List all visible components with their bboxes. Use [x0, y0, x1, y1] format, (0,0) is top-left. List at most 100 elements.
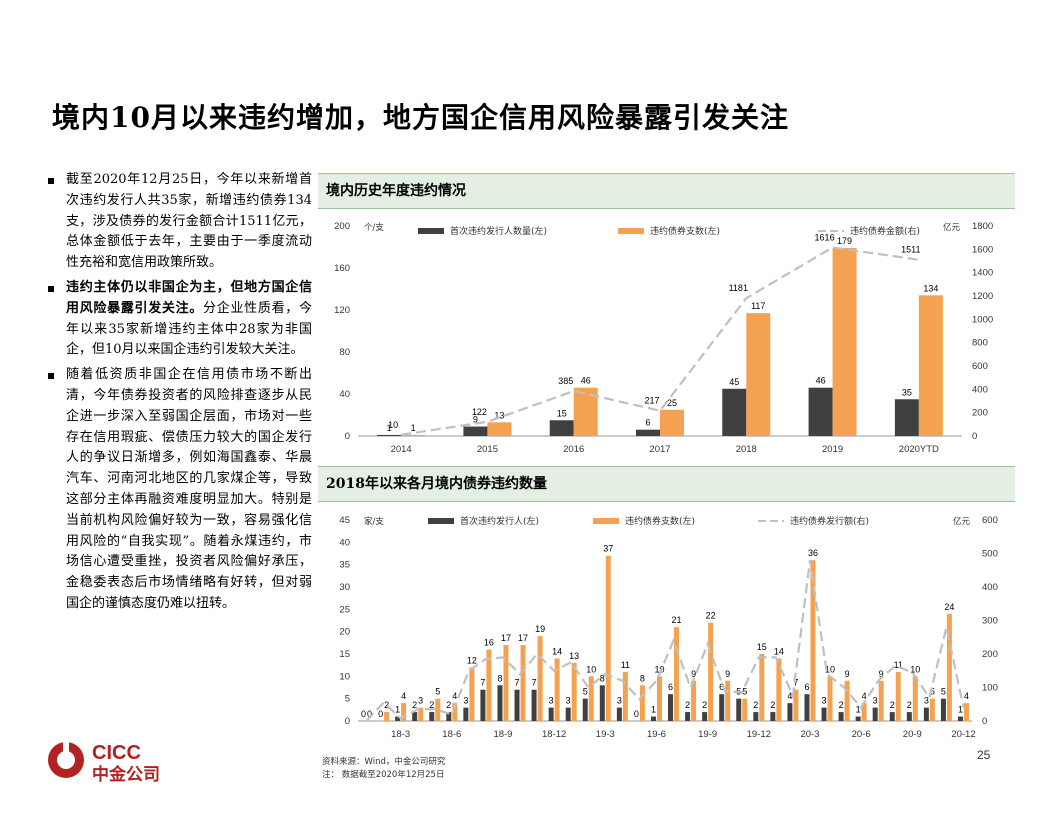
right-axis-tick-label: 1200 [972, 291, 993, 302]
right-axis-tick-label: 300 [982, 616, 998, 627]
left-axis-tick-label: 35 [339, 560, 350, 571]
data-label: 9 [725, 669, 730, 679]
data-label: 10 [910, 664, 920, 674]
data-label: 5 [583, 687, 588, 697]
data-label: 14 [774, 646, 784, 656]
bar [957, 716, 963, 721]
data-label: 15 [757, 642, 767, 652]
data-label: 3 [418, 696, 423, 706]
right-axis-tick-label: 600 [972, 361, 988, 372]
source-note: 资料来源：Wind，中金公司研究 [322, 757, 446, 767]
bar [435, 698, 441, 721]
data-label: 6 [719, 682, 724, 692]
left-axis-tick-label: 200 [334, 221, 350, 232]
monthly-chart-title: 2018年以来各月境内债券违约数量 [318, 466, 1015, 502]
left-axis-tick-label: 80 [339, 347, 350, 358]
right-axis-tick-label: 0 [982, 716, 987, 727]
bar [804, 694, 810, 721]
bar [565, 707, 571, 721]
bar [480, 689, 486, 721]
x-tick-label: 18-3 [391, 729, 410, 740]
legend-swatch [593, 518, 619, 524]
right-axis-tick-label: 1600 [972, 244, 993, 255]
bar [827, 676, 833, 721]
data-label: 13 [569, 651, 579, 661]
bar [838, 712, 844, 721]
bar [497, 685, 503, 721]
data-label: 3 [924, 696, 929, 706]
data-label: 45 [729, 377, 739, 387]
data-label: 16 [484, 638, 494, 648]
annual-chart-title: 境内历史年度违约情况 [318, 173, 1015, 209]
bar [946, 613, 952, 721]
x-tick-label: 18-12 [542, 729, 566, 740]
x-tick-label: 20-6 [852, 729, 871, 740]
bar [429, 712, 435, 721]
data-label: 2 [384, 700, 389, 710]
bar [861, 703, 867, 721]
footnotes: 资料来源：Wind，中金公司研究 注： 数据截至2020年12月25日 [322, 756, 445, 782]
left-axis-tick-label: 25 [339, 604, 350, 615]
left-axis-tick-label: 0 [345, 716, 350, 727]
line-series [365, 560, 965, 722]
data-label: 3 [873, 696, 878, 706]
right-axis-tick-label: 600 [982, 515, 998, 526]
bar [571, 662, 577, 721]
bar [912, 676, 918, 721]
data-label: 2 [839, 700, 844, 710]
data-label: 46 [581, 376, 591, 386]
bar [486, 649, 492, 721]
bar [894, 399, 919, 436]
data-label: 1 [856, 705, 861, 715]
data-label: 1 [651, 705, 656, 715]
x-tick-label: 19-12 [747, 729, 771, 740]
data-label: 1 [387, 423, 392, 433]
bar [889, 712, 895, 721]
data-label: 0 [378, 709, 383, 719]
bar [588, 676, 594, 721]
x-tick-label: 2019 [822, 444, 843, 455]
bar [446, 712, 452, 721]
x-tick-label: 2017 [649, 444, 670, 455]
bar [685, 712, 691, 721]
bullet-text: 随着低资质非国企在信用债市场不断出清，今年债券投资者的风险排查逐步从民企进一步深… [66, 367, 312, 611]
data-label: 2 [429, 700, 434, 710]
bar [742, 698, 748, 721]
x-tick-label: 2020YTD [899, 444, 939, 455]
bar [895, 671, 901, 721]
line-data-label: 122 [472, 407, 487, 417]
data-label: 0 [634, 709, 639, 719]
bar [616, 707, 622, 721]
bar [719, 694, 725, 721]
bar [531, 689, 537, 721]
data-label: 3 [463, 696, 468, 706]
data-label: 2 [770, 700, 775, 710]
bar [660, 409, 684, 436]
legend-label: 违约债券金额(右) [850, 225, 920, 237]
data-label: 2 [890, 700, 895, 710]
data-label: 117 [751, 301, 765, 311]
x-tick-label: 20-12 [951, 729, 975, 740]
bar [722, 388, 747, 436]
data-label: 2 [753, 700, 758, 710]
data-label: 7 [532, 678, 537, 688]
data-label: 24 [944, 602, 954, 612]
data-label: 0 [367, 709, 372, 719]
data-label: 5 [930, 687, 935, 697]
data-label: 2 [412, 700, 417, 710]
right-axis-tick-label: 800 [972, 338, 988, 349]
page-number: 25 [977, 748, 991, 762]
data-label: 3 [566, 696, 571, 706]
bullet-text: 截至2020年12月25日，今年以来新增首次违约发行人共35家，新增违约债券13… [66, 172, 312, 271]
data-label: 17 [518, 633, 528, 643]
data-label: 5 [435, 687, 440, 697]
line-data-label: 1181 [729, 283, 748, 293]
bar [906, 712, 912, 721]
bar [702, 712, 708, 721]
right-axis-tick-label: 200 [982, 649, 998, 660]
left-axis-unit: 家/支 [364, 516, 384, 527]
legend-label: 违约债券发行额(右) [790, 515, 869, 527]
x-tick-label: 19-6 [647, 729, 666, 740]
bar [514, 689, 520, 721]
bar [753, 712, 759, 721]
